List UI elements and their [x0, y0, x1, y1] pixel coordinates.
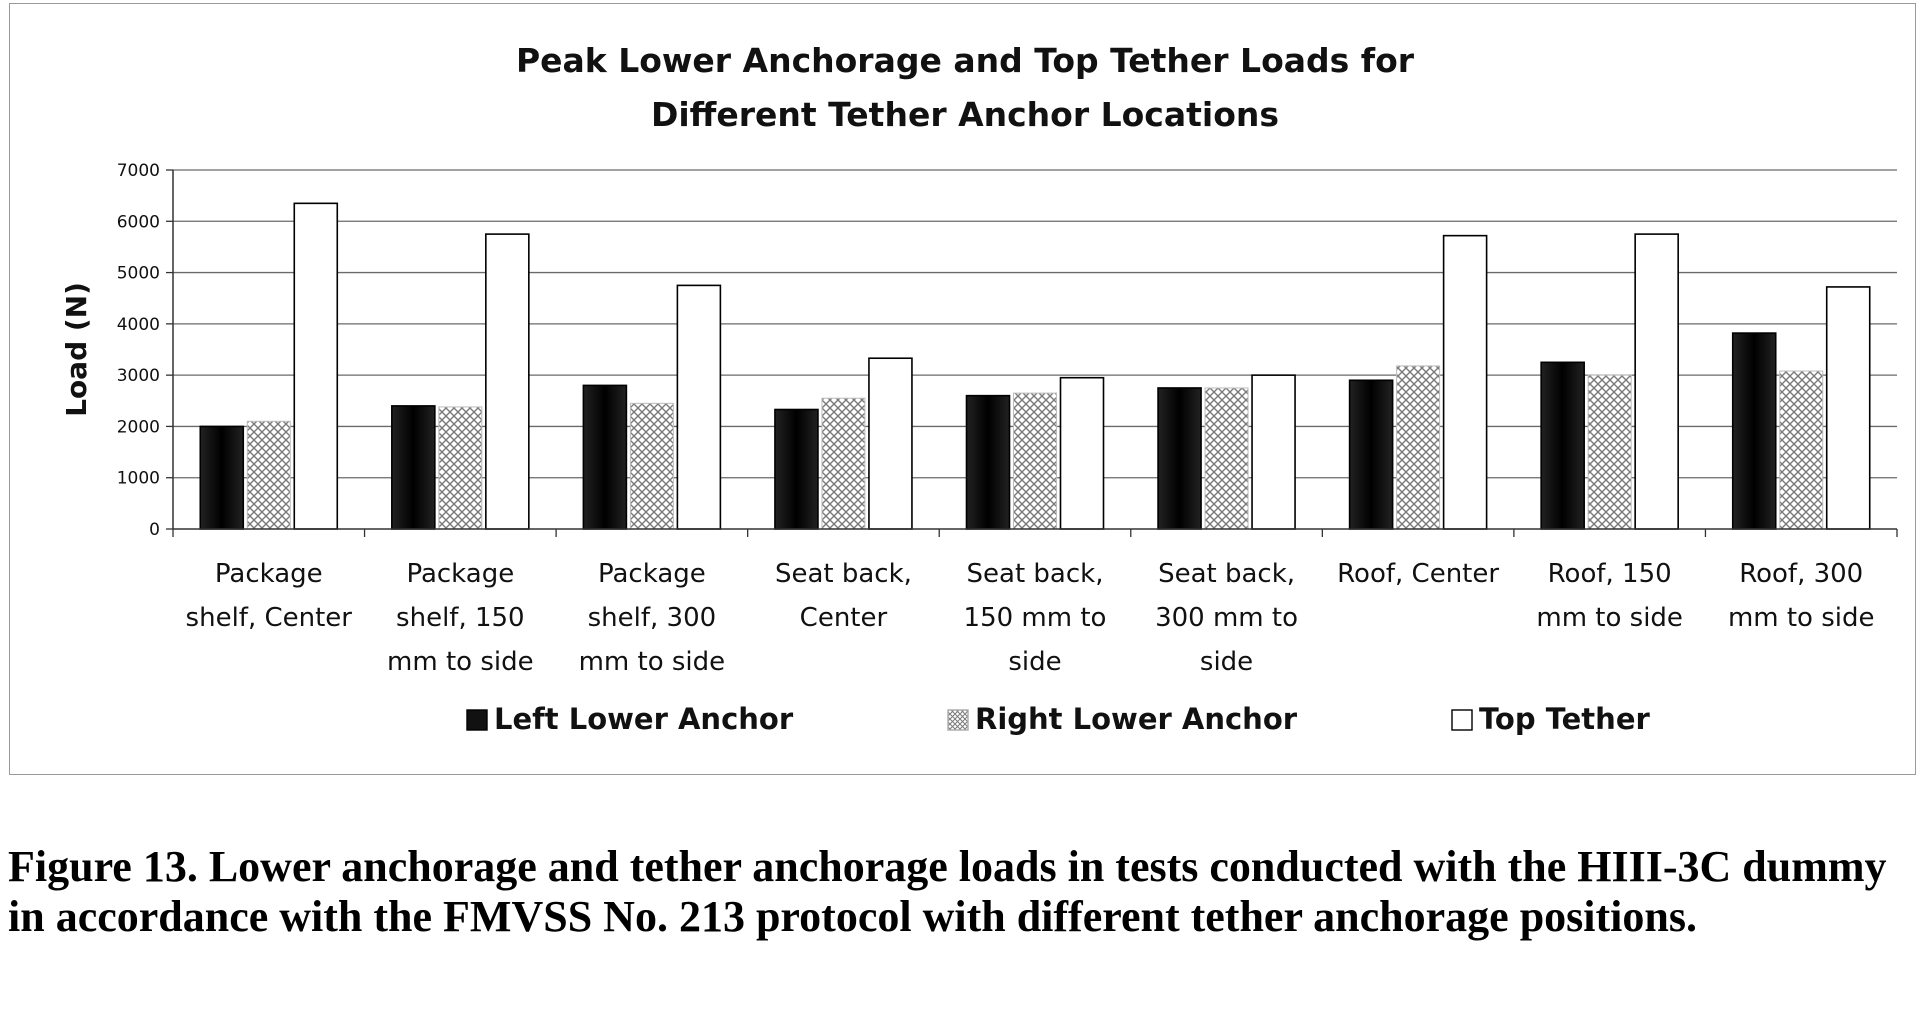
x-category-label: Package [406, 559, 514, 589]
chart-title-line: Different Tether Anchor Locations [651, 95, 1279, 134]
x-category-label: side [1008, 647, 1061, 677]
chart-text: Peak Lower Anchorage and Top Tether Load… [60, 41, 1875, 677]
x-category-label: Seat back, [1158, 559, 1295, 589]
bar-left-lower-anchor [1348, 379, 1394, 530]
bar-left-lower-anchor [391, 405, 436, 530]
bar-left-lower-anchor [1540, 361, 1585, 530]
bar-left-lower-anchor [1731, 332, 1777, 530]
bar-left-lower-anchor [582, 384, 628, 530]
bar-top-tether [1442, 234, 1488, 530]
y-tick-label: 6000 [117, 212, 160, 232]
bars [199, 202, 1871, 530]
bar-right-lower-anchor [1587, 374, 1632, 530]
x-category-label: shelf, 150 [396, 603, 525, 633]
y-tick-label: 1000 [117, 469, 160, 489]
legend-swatch-left-lower-anchor [466, 709, 488, 731]
y-tick-label: 3000 [117, 366, 160, 386]
x-category-label: shelf, Center [186, 603, 353, 633]
y-tick-label: 2000 [117, 417, 160, 437]
x-category-label: Roof, Center [1337, 559, 1499, 589]
y-axis-label: Load (N) [60, 282, 93, 417]
x-category-label: Center [800, 603, 888, 633]
bar-chart: Peak Lower Anchorage and Top Tether Load… [60, 41, 1898, 736]
bar-top-tether [1059, 376, 1105, 530]
bar-top-tether [1825, 286, 1871, 530]
bar-right-lower-anchor [1779, 370, 1824, 530]
x-category-label: Package [598, 559, 706, 589]
bar-top-tether [676, 284, 722, 530]
x-category-label: mm to side [387, 647, 534, 677]
bar-right-lower-anchor [246, 420, 291, 530]
y-tick-label: 0 [149, 520, 160, 540]
bar-right-lower-anchor [438, 406, 483, 530]
legend: Left Lower Anchor Right Lower Anchor Top T… [466, 702, 1650, 736]
y-tick-label: 4000 [117, 315, 160, 335]
bar-right-lower-anchor [1204, 387, 1249, 530]
legend-swatch-top-tether [1451, 709, 1473, 731]
bar-top-tether [293, 202, 339, 530]
bar-right-lower-anchor [629, 402, 674, 530]
legend-label: Left Lower Anchor [494, 702, 794, 736]
x-category-label: Roof, 150 [1548, 559, 1672, 589]
x-category-label: Seat back, [775, 559, 912, 589]
x-category-label: mm to side [579, 647, 726, 677]
bar-top-tether [485, 233, 530, 530]
y-tick-label: 5000 [117, 264, 160, 284]
legend-swatch-right-lower-anchor [947, 709, 969, 731]
x-category-label: 300 mm to [1155, 603, 1298, 633]
legend-label: Right Lower Anchor [975, 702, 1298, 736]
x-category-label: 150 mm to [964, 603, 1107, 633]
x-category-label: Seat back, [967, 559, 1104, 589]
figure-caption: Figure 13. Lower anchorage and tether an… [8, 842, 1887, 941]
x-category-label: mm to side [1728, 603, 1875, 633]
x-category-label: side [1200, 647, 1253, 677]
bar-right-lower-anchor [1396, 365, 1441, 530]
bar-top-tether [1251, 374, 1296, 530]
bar-left-lower-anchor [774, 408, 819, 530]
bar-top-tether [868, 357, 913, 530]
bar-left-lower-anchor [199, 425, 245, 530]
x-category-label: Roof, 300 [1739, 559, 1863, 589]
bar-left-lower-anchor [965, 394, 1011, 530]
bar-left-lower-anchor [1157, 387, 1202, 530]
y-tick-label: 7000 [117, 161, 160, 181]
bar-right-lower-anchor [821, 397, 866, 530]
bar-right-lower-anchor [1013, 392, 1057, 530]
axes [166, 169, 1898, 537]
x-category-label: shelf, 300 [588, 603, 717, 633]
x-category-label: mm to side [1536, 603, 1683, 633]
chart-title-line: Peak Lower Anchorage and Top Tether Load… [516, 41, 1415, 80]
legend-label: Top Tether [1479, 702, 1650, 736]
chart-frame: Peak Lower Anchorage and Top Tether Load… [9, 3, 1916, 775]
bar-top-tether [1634, 233, 1679, 530]
x-category-label: Package [215, 559, 323, 589]
